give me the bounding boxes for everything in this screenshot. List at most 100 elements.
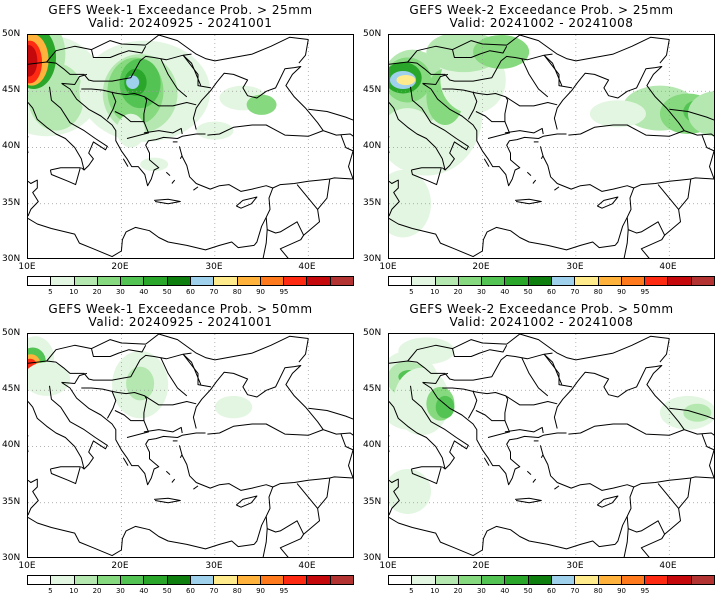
colorbar-tick-label: 60 (547, 288, 556, 296)
coastline-border (308, 407, 353, 420)
coastline-border (568, 124, 685, 137)
panel-title: GEFS Week-2 Exceedance Prob. > 50mm (409, 302, 674, 316)
coastline-border (669, 407, 714, 420)
colorbar (388, 276, 715, 286)
colorbar-tick-label: 50 (162, 288, 172, 296)
coastline-border (279, 533, 305, 557)
coastline-border (171, 179, 176, 184)
coastline-border (61, 73, 88, 85)
coastline-border (568, 423, 685, 436)
colorbar-tick-label: 40 (500, 288, 510, 296)
coastline-border (684, 429, 714, 436)
coastline-border (389, 102, 446, 171)
colorbar-tick-label: 80 (232, 288, 242, 296)
precip-probability-area (28, 362, 71, 396)
coastline-border (543, 54, 563, 86)
colorbar (388, 575, 715, 585)
coastline-border (526, 470, 532, 475)
coastline-border (165, 470, 171, 475)
colorbar-swatch (691, 277, 714, 285)
colorbar-swatch (51, 576, 75, 584)
coastline-border (540, 454, 544, 459)
precip-probability-area (683, 403, 712, 422)
colorbar-swatch (551, 277, 576, 285)
colorbar-swatch (412, 277, 436, 285)
coastline-border (178, 445, 274, 545)
coastline-border (340, 433, 353, 479)
coastline-border (422, 372, 449, 384)
coastline-border (317, 178, 331, 210)
colorbar-swatch (389, 277, 413, 285)
panel-title: GEFS Week-1 Exceedance Prob. > 50mm (48, 302, 313, 316)
coastline-border (49, 167, 81, 186)
coastline-border (554, 485, 560, 490)
longitude-label: 40E (659, 561, 677, 571)
longitude-label: 10E (18, 561, 36, 571)
latitude-label: 35N (363, 198, 382, 208)
coastline-border (678, 178, 692, 210)
colorbar-swatch (260, 277, 285, 285)
colorbar-tick-label: 40 (500, 587, 510, 595)
coastline-border (298, 338, 309, 363)
coastline-border (49, 385, 108, 470)
map-canvas (28, 35, 353, 258)
colorbar-swatch (482, 576, 506, 584)
coastline-border (389, 352, 553, 381)
panel-valid-dates: Valid: 20240925 - 20241001 (88, 315, 273, 329)
colorbar-tick-label: 30 (115, 587, 125, 595)
coastline-border (235, 495, 258, 508)
coastline-border (323, 429, 353, 436)
panel-valid-dates: Valid: 20241002 - 20241008 (449, 16, 634, 30)
coastline-border (279, 234, 305, 258)
colorbar-swatch (284, 576, 308, 584)
colorbar-swatch (505, 576, 529, 584)
coastline-border (422, 73, 449, 85)
precip-probability-area (126, 366, 155, 401)
colorbar-tick-label: 50 (162, 587, 172, 595)
coastline-border (659, 39, 670, 64)
map-canvas (28, 334, 353, 557)
coastline-border (28, 179, 39, 217)
coastline-border (540, 155, 544, 160)
precip-probability-area (398, 337, 455, 365)
coastline-border (596, 495, 619, 508)
coastline-border (623, 528, 629, 557)
colorbar-tick-label: 70 (209, 587, 219, 595)
coastline-border (61, 381, 206, 486)
coastline-border (235, 196, 258, 209)
colorbar-tick-label: 95 (279, 587, 289, 595)
coastline-border (323, 130, 353, 137)
coastline-border (272, 476, 353, 488)
colorbar-swatch (284, 277, 308, 285)
colorbar-swatch (97, 576, 122, 584)
colorbar-tick-label: 5 (409, 587, 414, 595)
colorbar-swatch (528, 277, 552, 285)
longitude-label: 10E (379, 262, 397, 272)
coastline-border (633, 476, 714, 488)
longitude-label: 40E (659, 262, 677, 272)
precip-probability-area (214, 395, 253, 419)
colorbar-swatch (51, 277, 75, 285)
coastline-border (192, 66, 324, 131)
latitude-label: 30N (2, 553, 21, 563)
colorbar (27, 575, 354, 585)
latitude-label: 50N (2, 29, 21, 39)
colorbar-tick-label: 30 (115, 288, 125, 296)
coastline-border (28, 478, 39, 516)
longitude-label: 20E (111, 561, 129, 571)
colorbar-tick-label: 90 (617, 288, 627, 296)
colorbar-tick-label: 95 (640, 587, 650, 595)
coastline-border (262, 528, 268, 557)
coastline-border (659, 338, 670, 363)
colorbar-swatch (237, 576, 261, 584)
colorbar-swatch (167, 277, 191, 285)
coastline-border (158, 334, 309, 361)
map-canvas (389, 334, 714, 557)
coastline-border (521, 58, 549, 98)
colorbar-swatch (237, 277, 261, 285)
coastline-border (684, 130, 714, 137)
coastline-border (178, 146, 274, 246)
coastline-border (192, 365, 324, 430)
coastline-border (504, 127, 544, 135)
colorbar-tick-label: 5 (48, 288, 53, 296)
